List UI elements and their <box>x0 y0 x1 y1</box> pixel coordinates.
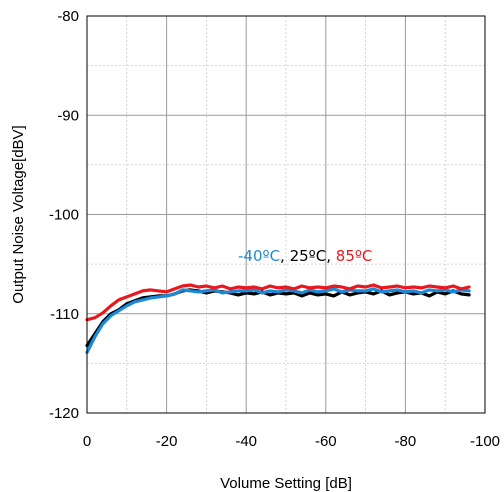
x-tick-label: -40 <box>235 433 257 450</box>
plot-frame <box>86 15 486 414</box>
y-tick-label: -80 <box>57 8 79 25</box>
legend-entry: , <box>280 247 290 265</box>
y-tick-label: -100 <box>49 207 79 224</box>
x-tick-label: 0 <box>83 433 91 450</box>
series-line--40C <box>85 287 471 355</box>
x-axis-label: Volume Setting [dB] <box>220 475 352 492</box>
y-tick-labels: -80 -90 -100 -110 -120 <box>49 8 79 422</box>
x-tick-label: -100 <box>470 433 500 450</box>
y-tick-label: -120 <box>49 405 79 422</box>
series-line-85C <box>85 283 471 322</box>
y-tick-label: -110 <box>50 306 79 323</box>
x-tick-label: -20 <box>156 433 178 450</box>
grid <box>87 16 485 413</box>
legend-entry: , <box>326 247 336 265</box>
x-tick-label: -60 <box>315 433 337 450</box>
legend-entry: 25ºC <box>290 247 327 265</box>
legend-entry: -40ºC <box>238 247 280 265</box>
x-tick-labels: 0 -20 -40 -60 -80 -100 <box>83 433 500 450</box>
legend-entry: 85ºC <box>336 247 373 265</box>
y-tick-label: -90 <box>57 107 79 124</box>
series-layer <box>85 283 471 355</box>
legend: -40ºC, 25ºC, 85ºC <box>238 247 372 265</box>
x-tick-label: -80 <box>395 433 417 450</box>
y-axis-label: Output Noise Voltage[dBV] <box>10 125 27 303</box>
